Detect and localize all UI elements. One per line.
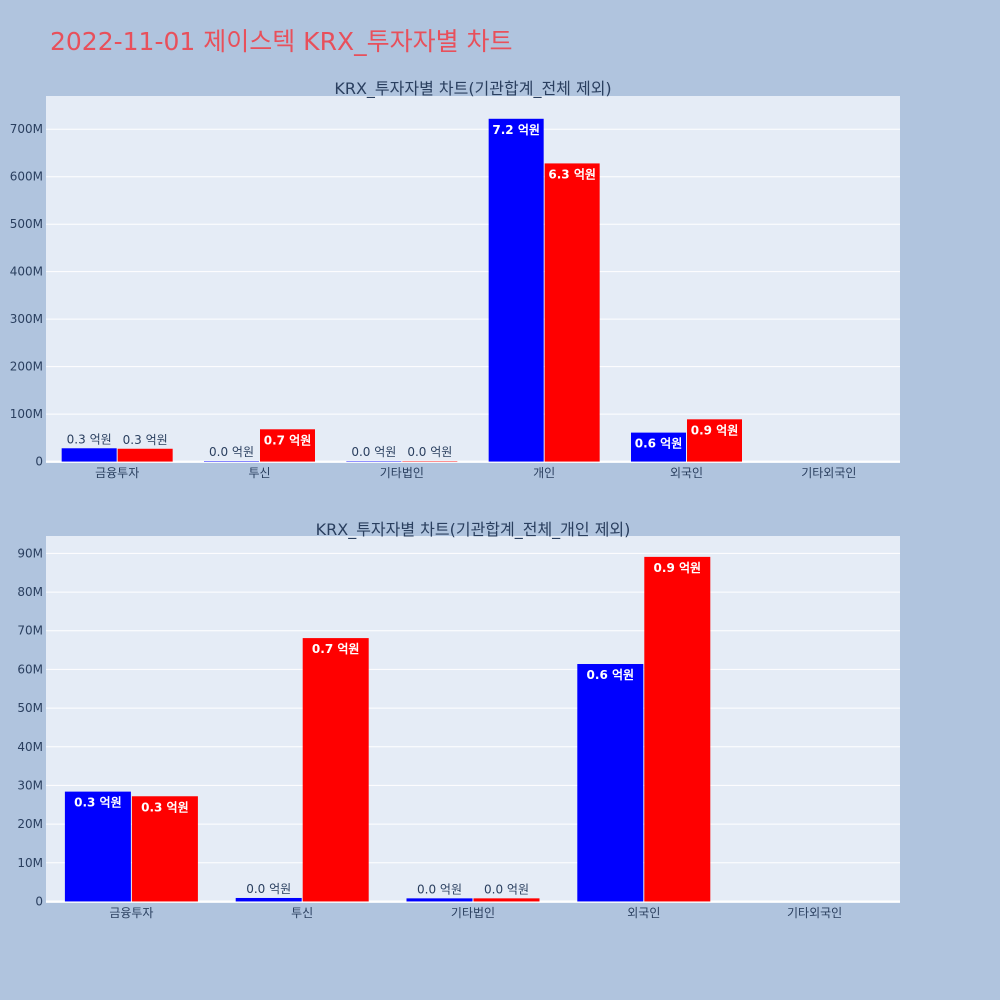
y-tick-label: 300M bbox=[10, 312, 43, 326]
y-tick-label: 60M bbox=[17, 662, 43, 676]
y-tick-label: 600M bbox=[10, 170, 43, 184]
y-tick-label: 100M bbox=[10, 407, 43, 421]
bar bbox=[631, 432, 686, 462]
bar bbox=[64, 791, 131, 902]
data-label: 0.9 억원 bbox=[691, 423, 739, 437]
bar bbox=[131, 796, 198, 902]
data-label: 0.0 억원 bbox=[351, 445, 396, 459]
data-label: 0.9 억원 bbox=[654, 561, 702, 575]
data-label: 0.0 억원 bbox=[246, 882, 291, 896]
y-tick-label: 70M bbox=[17, 624, 43, 638]
data-label: 7.2 억원 bbox=[492, 123, 540, 137]
data-label: 0.3 억원 bbox=[123, 433, 168, 447]
chart-all-investors: KRX_투자자별 차트(기관합계_전체 제외) 0 100M 200M 300M 400M… bbox=[10, 79, 900, 480]
bar bbox=[644, 556, 711, 902]
data-label: 0.3 억원 bbox=[74, 796, 122, 810]
bar bbox=[577, 664, 644, 902]
y-tick-label: 10M bbox=[17, 856, 43, 870]
y-tick-label: 90M bbox=[17, 546, 43, 560]
y-tick-label: 0 bbox=[35, 455, 43, 469]
page-title: 2022-11-01 제이스텍 KRX_투자자별 차트 bbox=[50, 27, 513, 56]
data-label: 0.0 억원 bbox=[417, 882, 462, 896]
x-tick-label: 기타외국인 bbox=[787, 906, 842, 920]
x-tick-label: 외국인 bbox=[627, 906, 660, 920]
chart-title: KRX_투자자별 차트(기관합계_전체 제외) bbox=[334, 79, 611, 99]
y-tick-label: 200M bbox=[10, 360, 43, 374]
x-tick-label: 기타법인 bbox=[451, 906, 495, 920]
bar bbox=[473, 898, 540, 902]
data-label: 0.7 억원 bbox=[312, 642, 360, 656]
y-tick-label: 400M bbox=[10, 265, 43, 279]
x-tick-label: 금융투자 bbox=[95, 466, 139, 480]
x-tick-label: 개인 bbox=[533, 466, 555, 480]
plot-area bbox=[46, 96, 900, 463]
bar bbox=[117, 448, 173, 462]
x-tick-label: 투신 bbox=[291, 906, 313, 920]
chart-excluding-individuals: KRX_투자자별 차트(기관합계_전체_개인 제외) 0 10M 20M 30M 40M 5… bbox=[17, 520, 900, 920]
bar bbox=[406, 898, 473, 902]
x-tick-label: 기타법인 bbox=[380, 466, 424, 480]
bar bbox=[544, 163, 600, 462]
data-label: 0.0 억원 bbox=[407, 445, 452, 459]
data-label: 0.3 억원 bbox=[67, 432, 112, 446]
y-tick-label: 30M bbox=[17, 778, 43, 792]
bar bbox=[302, 638, 369, 902]
y-tick-label: 80M bbox=[17, 585, 43, 599]
x-tick-label: 금융투자 bbox=[109, 906, 153, 920]
y-tick-label: 0 bbox=[35, 894, 43, 908]
y-tick-label: 20M bbox=[17, 817, 43, 831]
data-label: 0.7 억원 bbox=[264, 433, 312, 447]
data-label: 0.0 억원 bbox=[209, 445, 254, 459]
x-tick-label: 기타외국인 bbox=[801, 466, 856, 480]
y-tick-label: 50M bbox=[17, 701, 43, 715]
bar bbox=[61, 448, 117, 462]
x-tick-label: 투신 bbox=[248, 466, 270, 480]
bar bbox=[235, 897, 302, 902]
y-tick-label: 40M bbox=[17, 740, 43, 754]
chart-title: KRX_투자자별 차트(기관합계_전체_개인 제외) bbox=[316, 520, 631, 540]
bar bbox=[260, 429, 315, 462]
x-tick-label: 외국인 bbox=[670, 466, 703, 480]
bar bbox=[687, 419, 742, 462]
data-label: 0.0 억원 bbox=[484, 882, 529, 896]
data-label: 0.3 억원 bbox=[141, 800, 189, 814]
y-tick-label: 700M bbox=[10, 122, 43, 136]
y-tick-label: 500M bbox=[10, 217, 43, 231]
data-label: 0.6 억원 bbox=[635, 437, 683, 451]
data-label: 0.6 억원 bbox=[587, 668, 635, 682]
bar bbox=[488, 118, 544, 462]
data-label: 6.3 억원 bbox=[548, 167, 596, 181]
